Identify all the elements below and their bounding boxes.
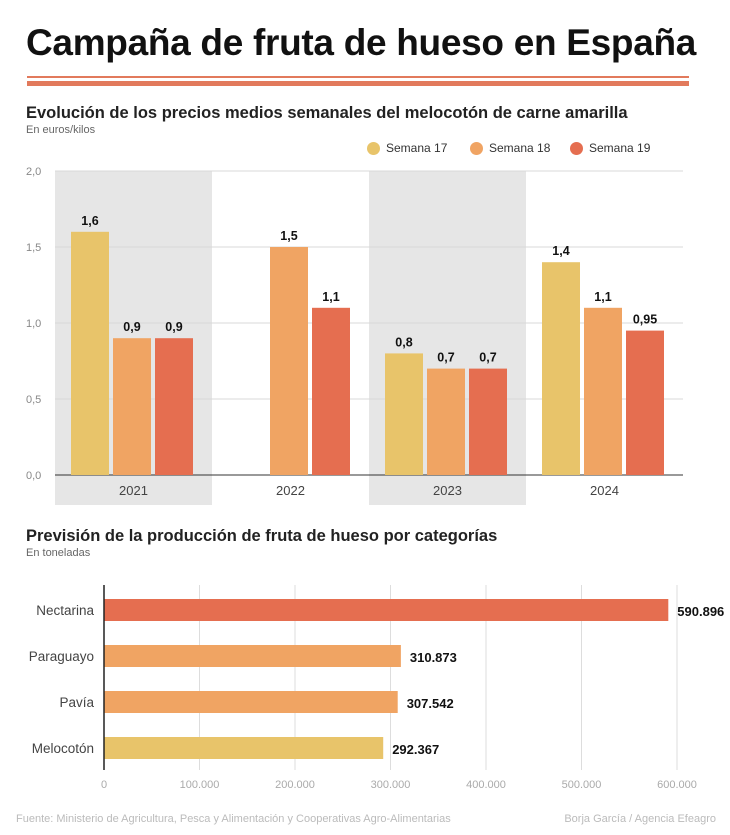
legend-swatch: [470, 141, 483, 155]
chart1-subtitle: En euros/kilos: [26, 124, 96, 136]
data-label: 0,95: [633, 313, 657, 327]
chart1-title: Evolución de los precios medios semanale…: [26, 104, 628, 122]
x-tick-label: 400.000: [466, 779, 506, 791]
x-tick-label: 0: [101, 779, 107, 791]
value-label: 307.542: [407, 696, 454, 711]
legend-swatch: [570, 141, 583, 155]
legend-item-semana18: Semana 18: [470, 141, 550, 155]
bar-2022-semana18: [270, 247, 308, 475]
bar-2022-semana19: [312, 307, 350, 475]
chart2-title: Previsión de la producción de fruta de h…: [26, 527, 498, 545]
production-bar-chart: 0 100.000 200.000 300.000 400.000 500.000 600.…: [29, 585, 724, 791]
bar-nectarina: [104, 599, 669, 621]
bar-2024-semana19: [626, 330, 664, 475]
data-label: 1,1: [594, 290, 611, 304]
bar-melocotón: [104, 737, 384, 759]
data-label: 0,9: [123, 320, 140, 334]
x-tick-label: 2024: [590, 483, 619, 498]
value-label: 310.873: [410, 650, 457, 665]
data-label: 1,4: [552, 244, 569, 258]
source-note: Fuente: Ministerio de Agricultura, Pesca…: [16, 813, 451, 825]
bar-2024-semana17: [542, 262, 580, 475]
title-rule-thin: [27, 76, 689, 78]
category-label: Melocotón: [32, 741, 94, 756]
price-bar-chart: 0,0 0,5 1,0 1,5 2,0 1,6 0,9 0,9 2021 1,5 1,1 2022 0,…: [26, 166, 683, 505]
legend-item-semana19: Semana 19: [570, 141, 650, 155]
page-title: Campaña de fruta de hueso en España: [26, 22, 697, 63]
x-tick-label: 100.000: [180, 779, 220, 791]
data-label: 0,7: [437, 351, 454, 365]
legend-label: Semana 17: [386, 141, 448, 155]
data-label: 1,1: [322, 290, 339, 304]
bar-pavía: [104, 691, 398, 713]
legend-label: Semana 19: [589, 141, 651, 155]
bar-2021-semana19: [155, 338, 193, 475]
x-tick-label: 600.000: [657, 779, 697, 791]
y-tick-label: 2,0: [26, 166, 41, 178]
legend-label: Semana 18: [489, 141, 551, 155]
y-tick-label: 1,0: [26, 318, 41, 330]
bar-2021-semana18: [113, 338, 151, 475]
x-tick-label: 2022: [276, 483, 305, 498]
category-label: Pavía: [59, 695, 94, 710]
bar-paraguayo: [104, 645, 401, 667]
data-label: 0,7: [479, 351, 496, 365]
bar-2023-semana17: [385, 353, 423, 475]
legend-swatch: [367, 141, 380, 155]
y-tick-label: 0,5: [26, 394, 41, 406]
data-label: 1,6: [81, 214, 98, 228]
x-tick-label: 200.000: [275, 779, 315, 791]
bar-2023-semana19: [469, 368, 507, 475]
x-tick-label: 2023: [433, 483, 462, 498]
category-label: Nectarina: [36, 603, 94, 618]
category-label: Paraguayo: [29, 649, 94, 664]
value-label: 590.896: [677, 604, 724, 619]
bar-2021-semana17: [71, 231, 109, 475]
chart2-subtitle: En toneladas: [26, 547, 91, 559]
value-label: 292.367: [392, 742, 439, 757]
x-tick-label: 300.000: [371, 779, 411, 791]
data-label: 1,5: [280, 229, 297, 243]
legend-item-semana17: Semana 17: [367, 141, 447, 155]
y-tick-label: 0,0: [26, 470, 41, 482]
credit-note: Borja García / Agencia Efeagro: [564, 813, 716, 825]
bar-2023-semana18: [427, 368, 465, 475]
bar-2024-semana18: [584, 307, 622, 475]
x-tick-label: 2021: [119, 483, 148, 498]
title-rule-thick: [27, 81, 689, 86]
data-label: 0,8: [395, 335, 412, 349]
data-label: 0,9: [165, 320, 182, 334]
y-tick-label: 1,5: [26, 242, 41, 254]
x-tick-label: 500.000: [562, 779, 602, 791]
